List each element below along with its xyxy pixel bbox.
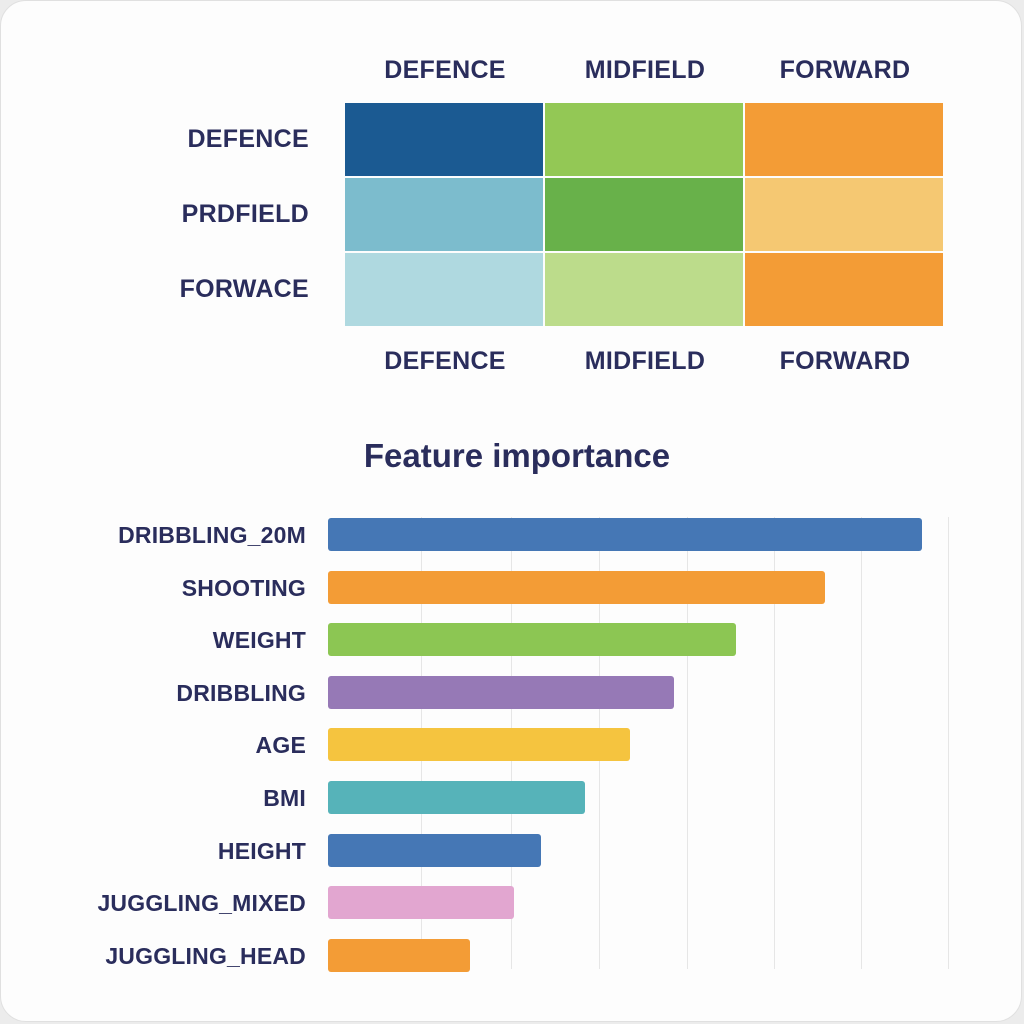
heatmap-cell bbox=[545, 178, 743, 251]
bar bbox=[328, 675, 674, 709]
bar-label: BMI bbox=[263, 785, 306, 811]
heatmap-col-label-bottom: FORWARD bbox=[779, 347, 911, 375]
heatmap-col-label-bottom: MIDFIELD bbox=[584, 347, 706, 375]
bar-label: JUGGLING_MIXED bbox=[97, 890, 306, 917]
bar bbox=[328, 886, 514, 920]
heatmap-cell bbox=[345, 178, 543, 251]
heatmap-col-label-bottom: DEFENCE bbox=[384, 347, 506, 375]
bar-label: JUGGLING_HEAD bbox=[105, 942, 306, 969]
heatmap-cell bbox=[345, 103, 543, 176]
heatmap-cell bbox=[545, 103, 743, 176]
heatmap-cell bbox=[345, 253, 543, 326]
bar bbox=[328, 728, 630, 762]
bar bbox=[328, 518, 922, 551]
bar-label: HEIGHT bbox=[217, 837, 306, 864]
heatmap-col-label-top: FORWARD bbox=[779, 56, 911, 84]
heatmap-row-label: DEFENCE bbox=[187, 125, 309, 153]
bar-label: DRIBBLING bbox=[176, 679, 306, 706]
heatmap-cell bbox=[745, 178, 943, 251]
bar bbox=[328, 938, 470, 972]
bar-chart-title: Feature importance bbox=[363, 437, 671, 474]
bar-label: SHOOTING bbox=[181, 574, 306, 601]
bar-label: DRIBBLING_20M bbox=[118, 522, 306, 548]
heatmap-cell bbox=[545, 253, 743, 326]
heatmap-cell bbox=[745, 253, 943, 326]
bar bbox=[328, 623, 736, 657]
bar bbox=[328, 570, 825, 604]
heatmap-cell bbox=[745, 103, 943, 176]
bar bbox=[328, 833, 541, 867]
heatmap-row-label: FORWACE bbox=[179, 275, 309, 303]
heatmap-col-label-top: DEFENCE bbox=[384, 56, 506, 84]
bar-label: AGE bbox=[255, 732, 306, 759]
grid-line bbox=[948, 517, 949, 969]
grid-line bbox=[861, 517, 862, 969]
grid-line bbox=[774, 517, 775, 969]
grid-line bbox=[687, 517, 688, 969]
heatmap-col-label-top: MIDFIELD bbox=[584, 56, 706, 84]
heatmap-row-label: PRDFIELD bbox=[181, 200, 309, 228]
bar bbox=[328, 781, 585, 814]
bar-label: WEIGHT bbox=[212, 627, 306, 654]
